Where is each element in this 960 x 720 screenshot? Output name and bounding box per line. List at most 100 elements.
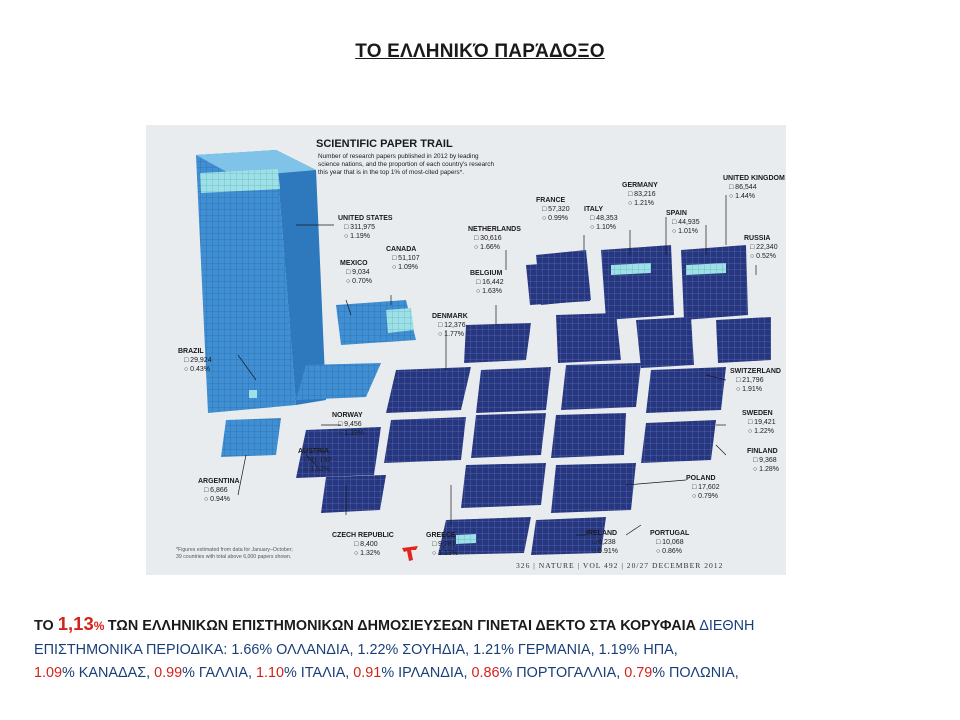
label-france: FRANCE □ 57,320 ○ 0.99%	[536, 197, 570, 222]
country-name: GERMANY	[622, 182, 658, 189]
caption-country: % ΙΤΑΛΙΑ,	[283, 665, 354, 681]
country-name: FRANCE	[536, 197, 565, 204]
country-name: RUSSIA	[744, 235, 770, 242]
country-top1: ○ 1.09%	[392, 264, 418, 271]
label-norway: NORWAY □ 9,456 ○ 1.33%	[332, 412, 364, 437]
label-netherlands: NETHERLANDS □ 30,616 ○ 1.66%	[468, 226, 521, 251]
caption-bold-statement: ΤΩΝ ΕΛΛΗΝΙΚΩΝ ΕΠΙΣΤΗΜΟΝΙΚΩΝ ΔΗΜΟΣΙΕΥΣΕΩΝ…	[107, 618, 697, 634]
country-name: GREECE	[426, 532, 456, 539]
caption-country: % ΠΟΛΩΝΙΑ,	[652, 665, 739, 681]
country-name: CZECH REPUBLIC	[332, 532, 394, 539]
country-top1: ○ 1.91%	[736, 386, 762, 393]
country-name: NETHERLANDS	[468, 226, 521, 233]
label-spain: SPAIN □ 44,935 ○ 1.01%	[666, 210, 700, 235]
country-papers: □ 17,602	[692, 484, 720, 491]
label-switzerland: SWITZERLAND □ 21,796 ○ 1.91%	[730, 368, 781, 393]
country-name: CANADA	[386, 246, 416, 253]
figure-subtitle-3: this year that is in the top 1% of most-…	[318, 169, 464, 176]
country-papers: □ 30,616	[474, 235, 502, 242]
label-portugal: PORTUGAL □ 10,068 ○ 0.86%	[650, 530, 690, 555]
country-top1: ○ 1.32%	[354, 550, 380, 557]
country-papers: □ 83,216	[628, 191, 656, 198]
country-top1: ○ 0.70%	[346, 278, 372, 285]
figure-footnote-2: 39 countries with total above 6,000 pape…	[176, 554, 291, 560]
country-name: NORWAY	[332, 412, 363, 419]
caption-line-1: ΤΟ 1,13% ΤΩΝ ΕΛΛΗΝΙΚΩΝ ΕΠΙΣΤΗΜΟΝΙΚΩΝ ΔΗΜ…	[34, 612, 939, 639]
country-papers: □ 51,107	[392, 255, 420, 262]
country-top1: ○ 0.86%	[656, 548, 682, 555]
label-mexico: MEXICO □ 9,034 ○ 0.70%	[340, 260, 372, 285]
country-top1: ○ 1.52%	[304, 466, 330, 473]
country-papers: □ 6,238	[592, 539, 616, 546]
label-italy: ITALY □ 48,353 ○ 1.10%	[584, 206, 618, 231]
country-top1: ○ 1.13%	[432, 550, 458, 557]
country-papers: □ 22,340	[750, 244, 778, 251]
caption-value: 0.99	[154, 665, 183, 681]
country-papers: □ 8,400	[354, 541, 378, 548]
country-papers: □ 86,544	[729, 184, 757, 191]
caption-percent-sign: %	[93, 619, 108, 633]
scientific-paper-trail-figure: SCIENTIFIC PAPER TRAIL Number of researc…	[146, 125, 786, 575]
country-name: DENMARK	[432, 313, 468, 320]
country-papers: □ 9,034	[346, 269, 370, 276]
country-name: MEXICO	[340, 260, 368, 267]
country-top1: ○ 1.10%	[590, 224, 616, 231]
slide-title: ΤΟ ΕΛΛΗΝΙΚΌ ΠΑΡΆΔΟΞΟ	[355, 41, 605, 62]
label-austria: AUSTRIA □ 11,132 ○ 1.52%	[298, 448, 331, 473]
caption-country: % ΚΑΝΑΔΑΣ,	[62, 665, 155, 681]
caption-value: 0.79	[624, 665, 653, 681]
country-top1: ○ 1.44%	[729, 193, 755, 200]
usa-tower	[196, 150, 326, 413]
figure-subtitle-1: Number of research papers published in 2…	[318, 153, 479, 160]
country-papers: □ 11,132	[304, 457, 331, 464]
caption-line-2: ΕΠΙΣΤΗΜΟΝΙΚΑ ΠΕΡΙΟΔΙΚΑ: 1.66% ΟΛΛΑΝΔΙΑ, …	[34, 641, 678, 658]
label-usa: UNITED STATES □ 311,975 ○ 1.19%	[338, 215, 393, 240]
country-top1: ○ 0.79%	[692, 493, 718, 500]
country-name: AUSTRIA	[298, 448, 329, 455]
caption-line-3: 1.09% ΚΑΝΑΔΑΣ, 0.99% ΓΑΛΛΙΑ, 1.10% ΙΤΑΛΙ…	[34, 662, 939, 686]
country-papers: □ 10,068	[656, 539, 684, 546]
country-papers: □ 57,320	[542, 206, 570, 213]
country-name: UNITED STATES	[338, 215, 393, 222]
label-germany: GERMANY □ 83,216 ○ 1.21%	[622, 182, 658, 207]
country-name: SWITZERLAND	[730, 368, 781, 375]
country-top1: ○ 0.99%	[542, 215, 568, 222]
label-argentina: ARGENTINA □ 6,866 ○ 0.94%	[198, 478, 240, 503]
paper-trail-graphic: SCIENTIFIC PAPER TRAIL Number of researc…	[146, 125, 786, 575]
country-name: PORTUGAL	[650, 530, 690, 537]
country-name: ARGENTINA	[198, 478, 240, 485]
label-belgium: BELGIUM □ 16,442 ○ 1.63%	[470, 270, 504, 295]
country-papers: □ 9,456	[338, 421, 362, 428]
country-name: IRELAND	[586, 530, 617, 537]
country-name: UNITED KINGDOM	[723, 175, 785, 182]
country-name: POLAND	[686, 475, 716, 482]
label-czech-republic: CZECH REPUBLIC □ 8,400 ○ 1.32%	[332, 532, 394, 557]
caption-country: % ΓΑΛΛΙΑ,	[182, 665, 256, 681]
country-top1: ○ 1.22%	[748, 428, 774, 435]
country-papers: □ 29,924	[184, 357, 212, 364]
country-top1: ○ 1.21%	[628, 200, 654, 207]
country-name: BELGIUM	[470, 270, 502, 277]
country-papers: □ 19,421	[748, 419, 776, 426]
figure-subtitle-2: science nations, and the proportion of e…	[318, 161, 494, 168]
caption-prefix: ΤΟ	[34, 618, 58, 634]
label-sweden: SWEDEN □ 19,421 ○ 1.22%	[742, 410, 776, 435]
country-name: FINLAND	[747, 448, 778, 455]
country-top1: ○ 1.01%	[672, 228, 698, 235]
figure-footnote-1: *Figures estimated from data for January…	[176, 547, 293, 553]
label-uk: UNITED KINGDOM □ 86,544 ○ 1.44%	[723, 175, 785, 200]
label-canada: CANADA □ 51,107 ○ 1.09%	[386, 246, 420, 271]
country-top1: ○ 1.33%	[338, 430, 364, 437]
country-papers: □ 12,376	[438, 322, 466, 329]
caption-value: 0.91	[353, 665, 382, 681]
caption-value: 1.10	[255, 665, 284, 681]
figure-source-line: 326 | NATURE | VOL 492 | 20/27 DECEMBER …	[516, 561, 723, 570]
caption-greece-value: 1,13	[57, 613, 94, 634]
country-papers: □ 48,353	[590, 215, 618, 222]
country-name: SWEDEN	[742, 410, 773, 417]
red-pointer-icon	[402, 546, 418, 561]
europe-blocks	[296, 245, 771, 555]
caption-value: 1.09	[34, 665, 63, 681]
figure-title: SCIENTIFIC PAPER TRAIL	[316, 138, 453, 150]
caption-line1-end: ΔΙΕΘΝΗ	[696, 618, 755, 634]
